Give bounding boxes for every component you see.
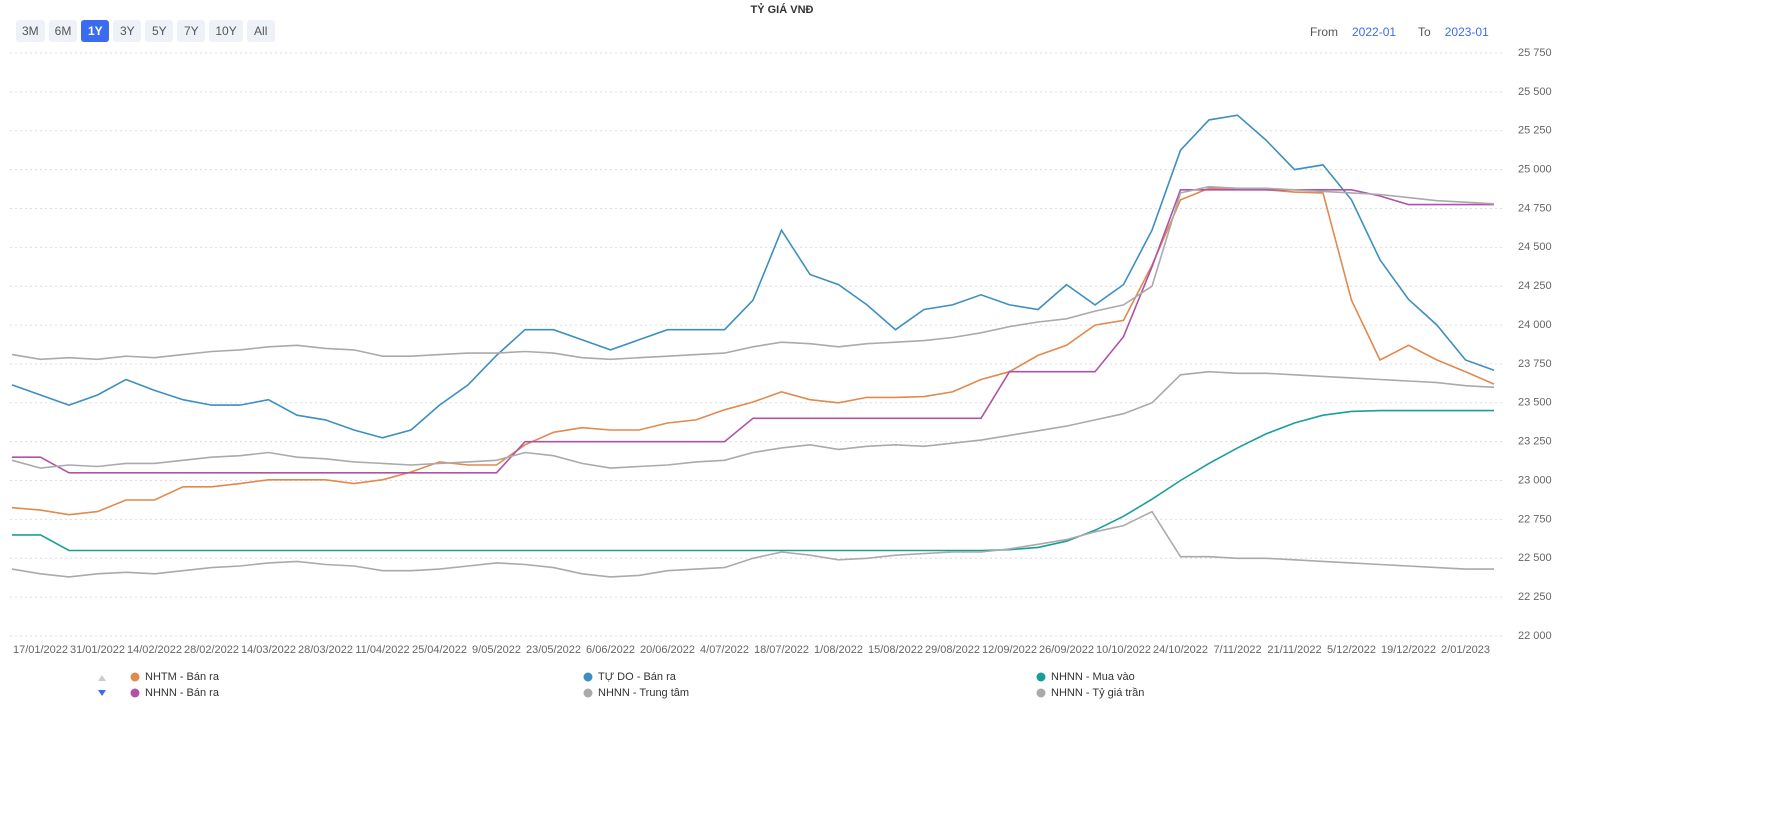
range-button[interactable]: 3M (16, 20, 45, 42)
range-button[interactable]: 7Y (177, 20, 206, 42)
y-tick-label: 24 500 (1518, 241, 1552, 253)
y-tick-label: 25 000 (1518, 164, 1552, 176)
y-tick-label: 22 500 (1518, 552, 1552, 564)
legend-marker (1036, 688, 1046, 698)
series-line (12, 409, 1494, 552)
y-tick-label: 23 250 (1518, 436, 1552, 448)
x-tick-label: 1/08/2022 (814, 644, 863, 656)
x-tick-label: 24/10/2022 (1153, 644, 1208, 656)
x-tick-label: 4/07/2022 (700, 644, 749, 656)
y-tick-label: 25 500 (1518, 86, 1552, 98)
to-input[interactable]: 2023-01 (1444, 25, 1489, 39)
range-button[interactable]: 6M (48, 20, 78, 42)
x-tick-label: 14/02/2022 (127, 644, 182, 656)
legend-marker (130, 688, 140, 698)
series-line (12, 189, 1494, 474)
x-tick-label: 18/07/2022 (754, 644, 809, 656)
legend-marker (583, 688, 593, 698)
x-tick-label: 26/09/2022 (1039, 644, 1094, 656)
range-buttons: 3M 6M 1Y 3Y 5Y 7Y 10Y All (16, 20, 275, 42)
legend-nav (98, 675, 106, 696)
x-tick-label: 2/01/2023 (1441, 644, 1490, 656)
legend-marker (583, 672, 593, 682)
to-label: To (1418, 25, 1431, 39)
x-tick-label: 6/06/2022 (586, 644, 635, 656)
x-tick-label: 5/12/2022 (1327, 644, 1376, 656)
x-tick-label: 14/03/2022 (241, 644, 296, 656)
x-tick-label: 23/05/2022 (526, 644, 581, 656)
y-tick-label: 23 000 (1518, 474, 1552, 486)
from-label: From (1310, 25, 1338, 39)
series-line (11, 185, 1495, 361)
x-tick-label: 29/08/2022 (925, 644, 980, 656)
x-tick-label: 28/03/2022 (298, 644, 353, 656)
range-button[interactable]: All (246, 20, 275, 42)
x-tick-label: 25/04/2022 (412, 644, 467, 656)
legend-label: NHNN - Mua vào (1051, 671, 1135, 683)
legend-label: NHNN - Trung tâm (598, 687, 689, 699)
x-tick-label: 19/12/2022 (1381, 644, 1436, 656)
range-button[interactable]: 5Y (145, 20, 174, 42)
date-range: From 2022-01 To 2023-01 (1310, 25, 1511, 39)
chart-title: TỶ GIÁ VNĐ (751, 3, 814, 16)
legend-marker (130, 672, 140, 682)
x-tick-label: 7/11/2022 (1213, 644, 1261, 656)
legend-label: NHNN - Tỷ giá trần (1051, 687, 1144, 699)
legend-label: NHTM - Bán ra (145, 671, 220, 683)
y-tick-label: 22 250 (1518, 591, 1552, 603)
x-tick-label: 28/02/2022 (184, 644, 239, 656)
y-tick-label: 25 750 (1518, 47, 1552, 59)
x-tick-label: 31/01/2022 (70, 644, 125, 656)
y-tick-label: 24 000 (1518, 319, 1552, 331)
legend-down[interactable] (98, 690, 106, 696)
x-tick-label: 9/05/2022 (472, 644, 521, 656)
range-button[interactable]: 1Y (81, 20, 110, 42)
legend-label: TỰ DO - Bán ra (598, 671, 677, 683)
x-tick-label: 20/06/2022 (640, 644, 695, 656)
from-input[interactable]: 2022-01 (1352, 25, 1397, 39)
series-line (11, 510, 1494, 578)
range-button[interactable]: 3Y (113, 20, 142, 42)
x-tick-label: 17/01/2022 (13, 644, 68, 656)
y-tick-label: 24 250 (1518, 280, 1552, 292)
legend-label: NHNN - Bán ra (145, 687, 220, 699)
y-tick-label: 22 000 (1518, 630, 1552, 642)
y-tick-label: 23 500 (1518, 397, 1552, 409)
y-tick-label: 25 250 (1518, 125, 1552, 137)
x-tick-label: 11/04/2022 (355, 644, 409, 656)
y-tick-label: 23 750 (1518, 358, 1552, 370)
x-tick-label: 10/10/2022 (1096, 644, 1151, 656)
y-tick-label: 22 750 (1518, 513, 1552, 525)
x-tick-label: 21/11/2022 (1267, 644, 1321, 656)
series-line (11, 370, 1495, 469)
y-tick-label: 24 750 (1518, 202, 1552, 214)
legend-up[interactable] (98, 675, 106, 681)
legend-marker (1036, 672, 1046, 682)
x-tick-label: 12/09/2022 (982, 644, 1037, 656)
series-line (11, 187, 1495, 516)
range-button[interactable]: 10Y (209, 20, 243, 42)
x-tick-label: 15/08/2022 (868, 644, 923, 656)
series-line (11, 114, 1495, 439)
